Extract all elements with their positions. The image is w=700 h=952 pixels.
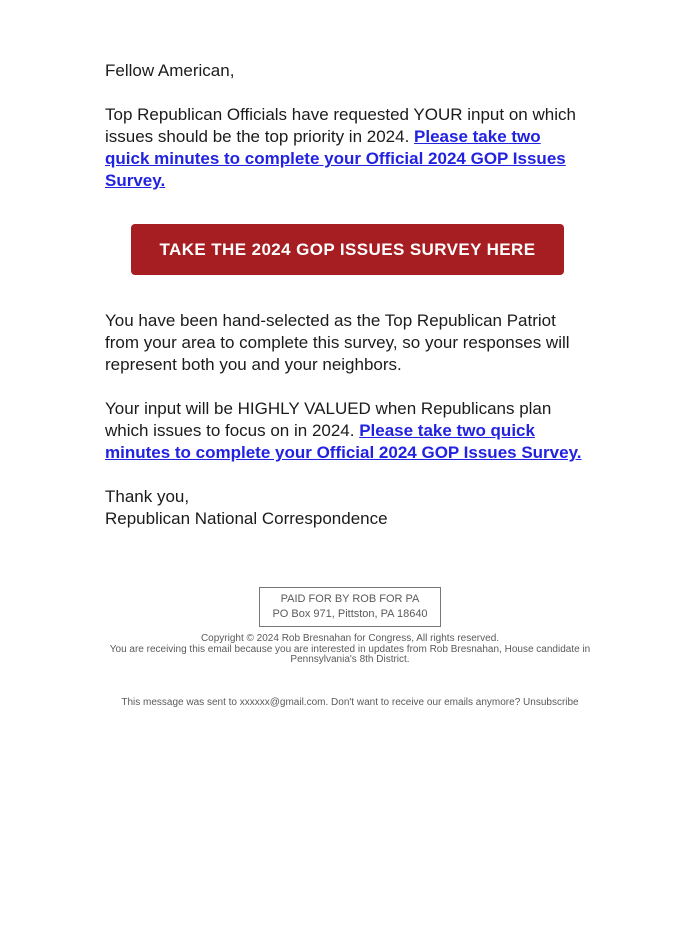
paragraph-intro: Top Republican Officials have requested … bbox=[105, 104, 589, 192]
paid-for-address: PO Box 971, Pittston, PA 18640 bbox=[272, 608, 428, 620]
paragraph-intro-text: Top Republican Officials have requested … bbox=[105, 105, 576, 146]
receiving-reason-line: You are receiving this email because you… bbox=[109, 643, 591, 665]
paragraph-highly-valued-text: Your input will be HIGHLY VALUED when Re… bbox=[105, 399, 552, 440]
signoff-thank-you: Thank you, bbox=[105, 487, 190, 506]
paragraph-hand-selected: You have been hand-selected as the Top R… bbox=[105, 311, 570, 374]
survey-link-bottom[interactable]: Please take two quick minutes to complet… bbox=[105, 421, 582, 462]
paid-for-line: PAID FOR BY ROB FOR PA bbox=[280, 593, 420, 605]
sent-to-line: This message was sent to xxxxxx@gmail.co… bbox=[0, 697, 700, 709]
take-survey-button[interactable]: TAKE THE 2024 GOP ISSUES SURVEY HERE bbox=[131, 224, 564, 275]
copyright-line: Copyright © 2024 Rob Bresnahan for Congr… bbox=[200, 633, 500, 644]
signoff: Thank you, Republican National Correspon… bbox=[105, 486, 589, 530]
paid-for-disclaimer-box: PAID FOR BY ROB FOR PA PO Box 971, Pitts… bbox=[259, 587, 441, 627]
sent-to-text: This message was sent to xxxxxx@gmail.co… bbox=[121, 696, 524, 708]
paragraph-highly-valued: Your input will be HIGHLY VALUED when Re… bbox=[105, 398, 589, 464]
copyright-block: Copyright © 2024 Rob Bresnahan for Congr… bbox=[80, 633, 620, 666]
cta-container: TAKE THE 2024 GOP ISSUES SURVEY HERE bbox=[105, 224, 589, 275]
email-body: Fellow American, Top Republican Official… bbox=[105, 0, 589, 530]
unsubscribe-link[interactable]: Unsubscribe bbox=[523, 696, 579, 708]
greeting: Fellow American, bbox=[105, 61, 235, 80]
survey-link-top[interactable]: Please take two quick minutes to complet… bbox=[105, 127, 566, 190]
signoff-sender: Republican National Correspondence bbox=[105, 509, 388, 528]
email-footer: PAID FOR BY ROB FOR PA PO Box 971, Pitts… bbox=[0, 587, 700, 709]
